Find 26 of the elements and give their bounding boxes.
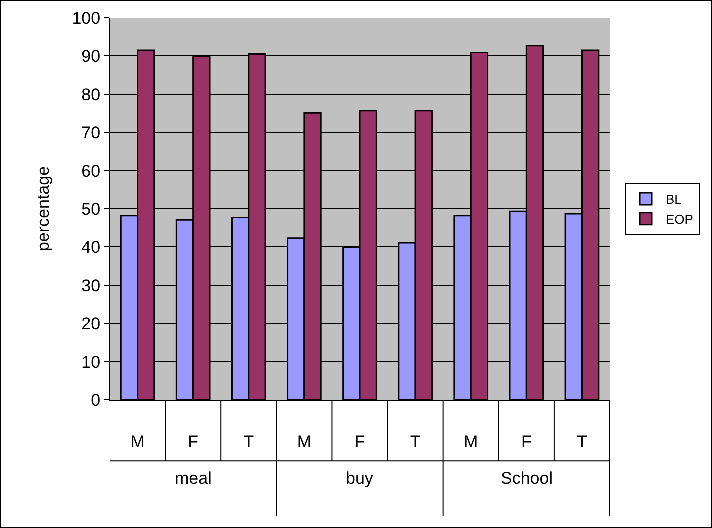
y-tick-label: 80 [82, 85, 101, 104]
x-tick-label: T [410, 432, 421, 452]
x-tick-label: M [130, 432, 145, 452]
x-tick-label: F [521, 432, 532, 452]
y-tick-label: 50 [82, 200, 101, 219]
y-tick-label: 0 [91, 390, 101, 410]
x-tick-label: M [464, 432, 478, 452]
x-tick-label: T [577, 432, 588, 452]
text: School [501, 469, 553, 488]
x-tick-label: F [354, 432, 366, 452]
text: meal [175, 469, 212, 488]
y-tick-label: 70 [82, 124, 101, 143]
text: buy [346, 469, 374, 488]
y-tick-label: 40 [82, 238, 101, 258]
x-tick-label: T [244, 432, 254, 452]
y-axis-title: percentage [34, 166, 53, 252]
y-tick-label: 90 [82, 47, 101, 66]
x-tick-label: M [297, 432, 312, 452]
y-tick-label: 60 [82, 162, 101, 181]
y-tick-label: 30 [82, 276, 101, 296]
y-tick-label: 100 [72, 8, 101, 28]
y-tick-label: 10 [82, 352, 101, 372]
y-tick-label: 20 [82, 314, 101, 334]
legend-label: EOP [666, 212, 694, 227]
x-tick-label: F [188, 432, 199, 452]
legend-label: BL [666, 192, 682, 208]
